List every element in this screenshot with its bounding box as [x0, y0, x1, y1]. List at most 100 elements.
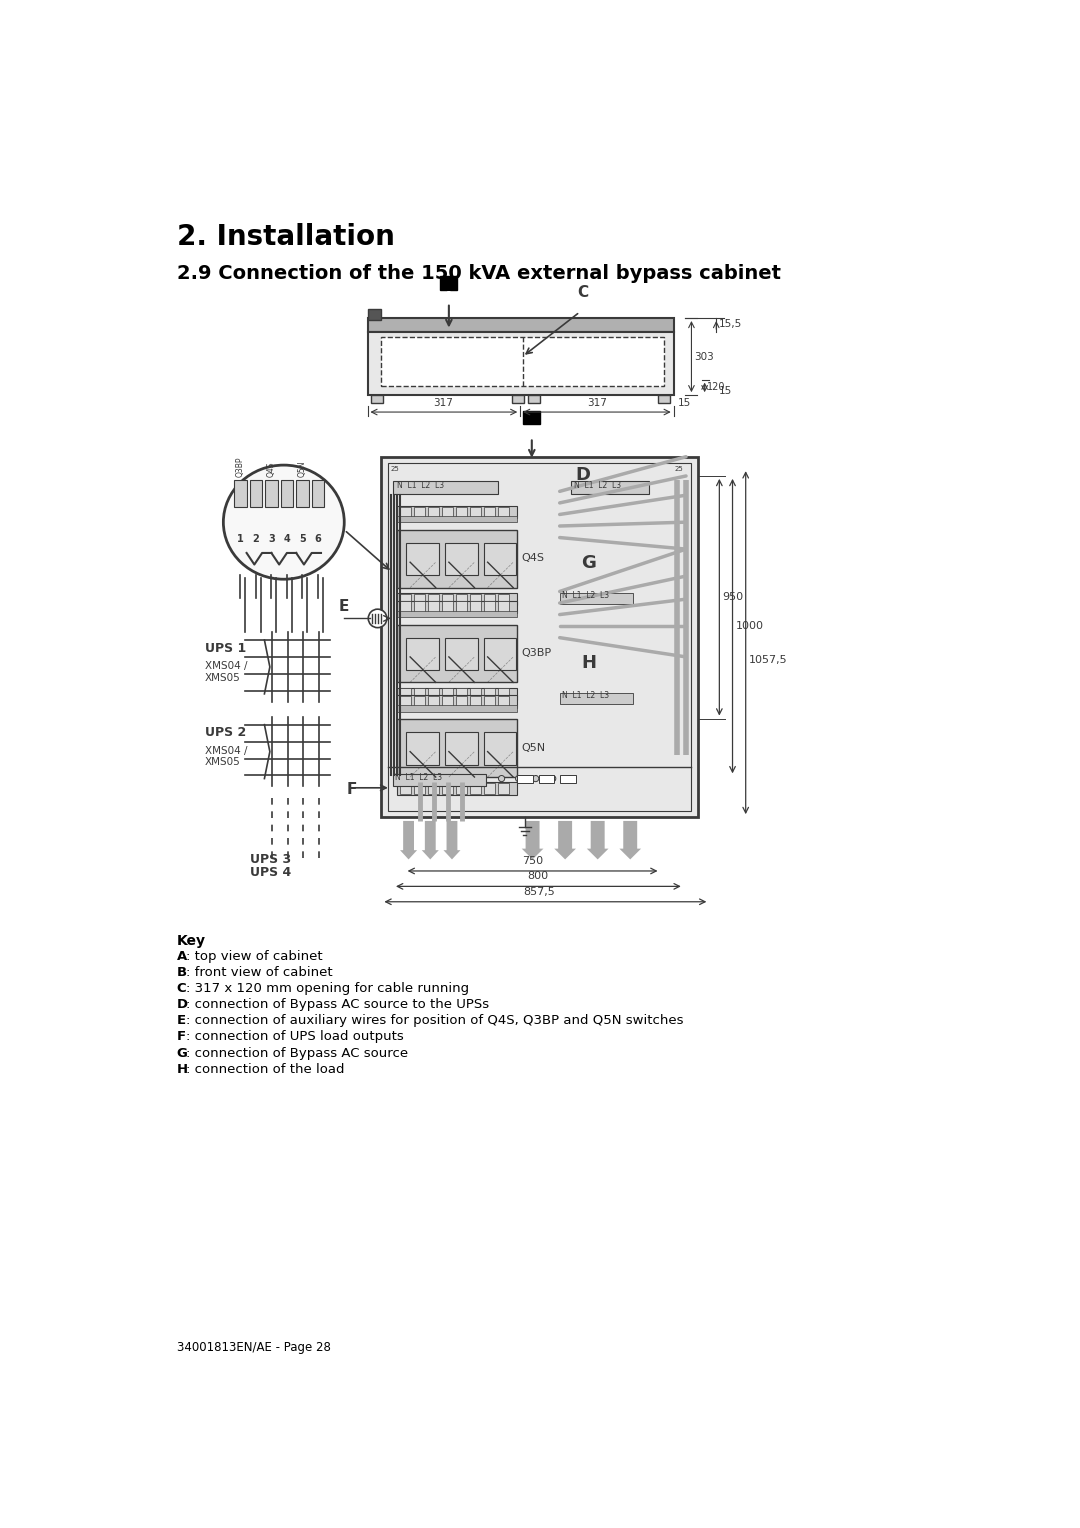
Text: XMS05: XMS05 [205, 672, 241, 683]
Text: 303: 303 [693, 351, 714, 362]
Bar [524, 411, 540, 425]
Bar [428, 602, 438, 613]
Bar [445, 542, 477, 575]
Bar [456, 594, 467, 605]
Text: 2: 2 [253, 535, 259, 544]
Text: Q3BP: Q3BP [521, 648, 551, 659]
Bar [414, 784, 424, 795]
FancyArrow shape [522, 821, 543, 859]
Bar [397, 695, 517, 707]
Text: H: H [177, 1062, 188, 1076]
Bar [393, 481, 498, 494]
FancyArrow shape [400, 821, 417, 859]
Bar [397, 530, 517, 588]
Text: 15: 15 [718, 387, 732, 396]
Bar [397, 625, 517, 683]
Bar [456, 602, 467, 613]
Text: 6: 6 [314, 535, 321, 544]
Bar [470, 689, 481, 700]
Bar [400, 784, 410, 795]
Text: A: A [444, 290, 454, 303]
Text: B: B [527, 425, 537, 439]
Bar [428, 689, 438, 700]
Bar [442, 507, 453, 518]
Text: Q3BP: Q3BP [235, 457, 245, 477]
Text: Key: Key [177, 934, 206, 947]
Text: : 317 x 120 mm opening for cable running: : 317 x 120 mm opening for cable running [186, 983, 470, 995]
Bar [571, 481, 649, 494]
Bar [397, 782, 517, 795]
Bar [249, 480, 262, 507]
Bar [498, 507, 509, 518]
Text: : connection of UPS load outputs: : connection of UPS load outputs [186, 1030, 404, 1044]
Bar [381, 457, 698, 817]
Text: Q4S: Q4S [521, 553, 544, 564]
FancyArrow shape [586, 821, 608, 859]
Text: 1000: 1000 [735, 620, 764, 631]
Text: D: D [177, 998, 188, 1012]
Text: 15: 15 [677, 397, 691, 408]
Bar [539, 776, 554, 784]
Bar [484, 542, 516, 575]
Bar [296, 480, 309, 507]
Bar [234, 480, 246, 507]
Text: 3: 3 [268, 535, 274, 544]
Text: 5: 5 [299, 535, 306, 544]
Text: A: A [177, 949, 187, 963]
Text: N  L1  L2  L3: N L1 L2 L3 [573, 480, 621, 489]
Circle shape [550, 776, 556, 782]
Ellipse shape [224, 465, 345, 579]
Bar [484, 697, 495, 707]
Bar [470, 507, 481, 518]
Bar [397, 611, 517, 617]
Bar [470, 594, 481, 605]
Text: 317: 317 [433, 397, 454, 408]
Circle shape [567, 776, 572, 782]
Bar [388, 463, 691, 811]
FancyArrow shape [554, 821, 576, 859]
Text: : connection of auxiliary wires for position of Q4S, Q3BP and Q5N switches: : connection of auxiliary wires for posi… [186, 1015, 684, 1027]
Text: E: E [177, 1015, 186, 1027]
Bar [400, 594, 410, 605]
Bar [456, 697, 467, 707]
Bar [381, 336, 664, 387]
Text: D: D [576, 466, 590, 484]
Bar [281, 480, 293, 507]
Bar [428, 784, 438, 795]
Bar [470, 784, 481, 795]
Text: : connection of the load: : connection of the load [186, 1062, 345, 1076]
Bar [561, 776, 576, 784]
Text: F: F [347, 782, 357, 798]
Bar [397, 516, 517, 523]
Bar [498, 594, 509, 605]
Bar [658, 396, 670, 403]
Bar [528, 396, 540, 403]
Bar [428, 594, 438, 605]
Bar [397, 601, 517, 613]
Text: XMS04 /: XMS04 / [205, 746, 247, 756]
Bar [456, 784, 467, 795]
Text: C: C [177, 983, 187, 995]
Bar [484, 602, 495, 613]
Text: G: G [177, 1047, 188, 1059]
Circle shape [532, 776, 539, 782]
Text: G: G [581, 555, 596, 573]
Bar [517, 776, 532, 784]
Bar [400, 689, 410, 700]
Text: 25: 25 [391, 466, 400, 472]
Bar [484, 594, 495, 605]
Text: 15,5: 15,5 [718, 319, 742, 329]
Text: XMS04 /: XMS04 / [205, 662, 247, 671]
Text: : connection of Bypass AC source: : connection of Bypass AC source [186, 1047, 408, 1059]
Bar [484, 689, 495, 700]
Bar [414, 697, 424, 707]
Text: 750: 750 [522, 856, 543, 866]
Text: Q4S: Q4S [267, 461, 275, 477]
Bar [442, 602, 453, 613]
Bar [397, 506, 517, 518]
Bar [456, 507, 467, 518]
Bar [367, 318, 674, 332]
Text: N  L1  L2  L3: N L1 L2 L3 [562, 591, 609, 599]
Bar [397, 688, 517, 700]
Bar [498, 602, 509, 613]
